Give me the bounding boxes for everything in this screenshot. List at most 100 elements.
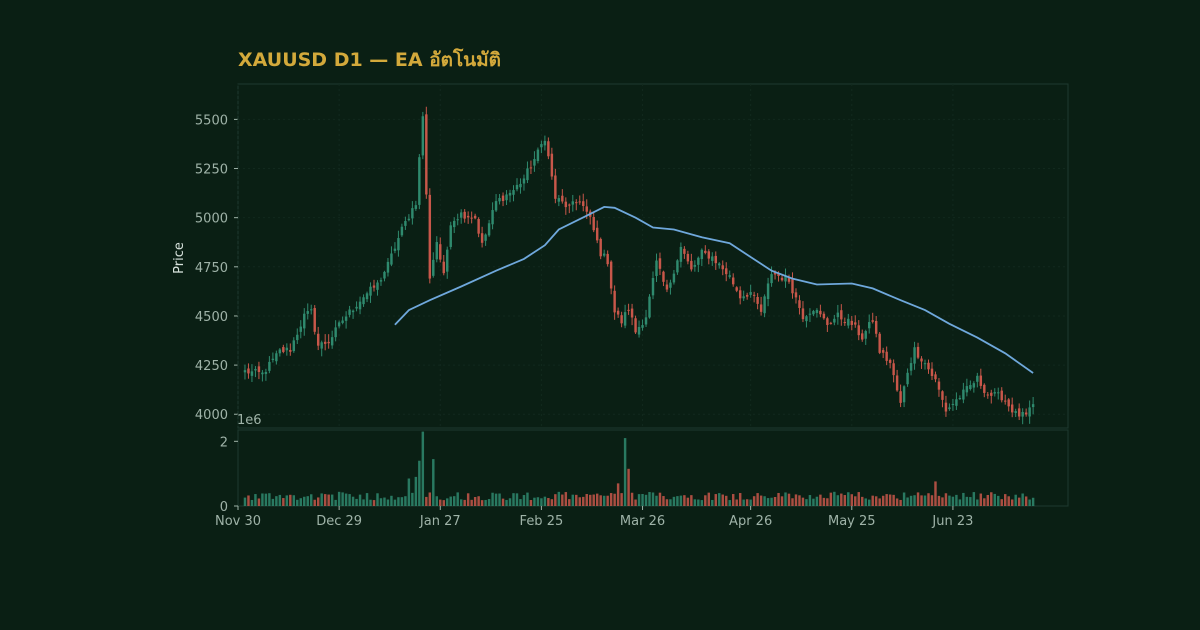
volume-bar [571, 494, 575, 506]
volume-bar [602, 495, 606, 506]
volume-bar [275, 496, 278, 506]
candle-body [881, 350, 885, 353]
volume-bar [833, 491, 836, 506]
candle-body [871, 320, 874, 322]
candle-body [955, 399, 958, 406]
candle-body [456, 219, 459, 221]
candle-body [609, 261, 613, 289]
volume-bar [840, 493, 843, 506]
candle-body [990, 392, 993, 396]
volume-bar [285, 495, 289, 506]
candle-body [840, 310, 843, 320]
volume-bar [1007, 496, 1010, 506]
volume-bar [913, 495, 916, 506]
volume-bar [808, 495, 812, 506]
candle-body [857, 325, 860, 336]
price-tick-label: 5250 [195, 163, 228, 178]
candle-body [330, 337, 334, 346]
candle-body [888, 359, 892, 363]
volume-bar [648, 492, 651, 506]
volume-bar [327, 494, 330, 506]
x-tick-label: Feb 25 [520, 514, 564, 529]
volume-bar [296, 499, 299, 506]
volume-bar [616, 483, 620, 506]
candle-body [526, 168, 529, 181]
candle-body [745, 294, 749, 297]
candle-body [749, 292, 752, 295]
candle-body [529, 167, 533, 169]
volume-bar [261, 493, 264, 506]
candle-body [620, 315, 623, 324]
volume-bar [983, 498, 986, 506]
volume-bar [268, 493, 271, 506]
volume-bar [756, 493, 759, 506]
candle-body [735, 287, 738, 291]
volume-bar [651, 492, 655, 506]
volume-bar [669, 499, 672, 506]
volume-bar [693, 499, 697, 506]
price-tick-label: 5500 [195, 113, 228, 128]
volume-bar [355, 498, 358, 506]
candle-body [766, 283, 770, 300]
volume-bar [425, 496, 428, 506]
volume-bar [805, 499, 808, 506]
candle-body [355, 306, 358, 309]
volume-bar [508, 498, 512, 506]
volume-bar [386, 499, 390, 506]
volume-bar [397, 497, 400, 506]
volume-bar [892, 494, 895, 506]
candle-body [599, 238, 602, 257]
volume-bar [578, 497, 581, 506]
candle-body [913, 347, 916, 364]
candle-body [592, 217, 595, 231]
candle-body [578, 201, 581, 203]
volume-bar [442, 500, 445, 506]
volume-bar [759, 495, 763, 506]
volume-bar [993, 493, 996, 506]
candle-body [819, 310, 822, 315]
volume-bar [278, 494, 282, 506]
volume-tick-label: 2 [220, 435, 228, 450]
candle-body [421, 116, 425, 156]
volume-bar [623, 438, 627, 506]
candle-body [1021, 411, 1024, 417]
volume-bar [421, 431, 425, 506]
volume-bar [494, 493, 498, 506]
candle-body [501, 195, 505, 201]
volume-bar [881, 495, 885, 506]
volume-bar [543, 496, 547, 506]
candle-body [613, 290, 616, 313]
candle-body [714, 255, 717, 264]
candle-body [784, 275, 787, 282]
volume-bar [874, 496, 878, 506]
candle-body [826, 318, 829, 325]
volume-bar [665, 499, 669, 506]
volume-bar [878, 498, 881, 506]
volume-bar [972, 492, 976, 506]
volume-bar [250, 499, 254, 506]
price-tick-label: 4750 [195, 261, 228, 276]
volume-bar [330, 494, 334, 506]
volume-bar [812, 498, 815, 506]
price-panel: 4000 4250 4500 4750 5000 5250 5500 [195, 83, 1069, 429]
volume-bar [292, 495, 296, 506]
volume-bar [899, 499, 902, 506]
candle-body [320, 342, 323, 349]
volume-bar [644, 494, 648, 506]
candle-body [543, 140, 547, 146]
candle-body [432, 259, 435, 276]
candle-body [512, 190, 515, 195]
volume-bar [1028, 499, 1031, 506]
candle-body [313, 308, 316, 332]
candle-body [334, 327, 337, 338]
y-axis-label: Price [172, 242, 187, 274]
candle-body [683, 248, 686, 254]
candle-body [508, 192, 512, 196]
volume-bar [836, 495, 840, 506]
volume-bar [369, 499, 372, 506]
volume-bar [655, 495, 658, 506]
volume-bar [658, 492, 662, 506]
candle-body [763, 296, 766, 314]
price-tick-label: 4000 [195, 408, 228, 423]
volume-bar [589, 494, 592, 506]
